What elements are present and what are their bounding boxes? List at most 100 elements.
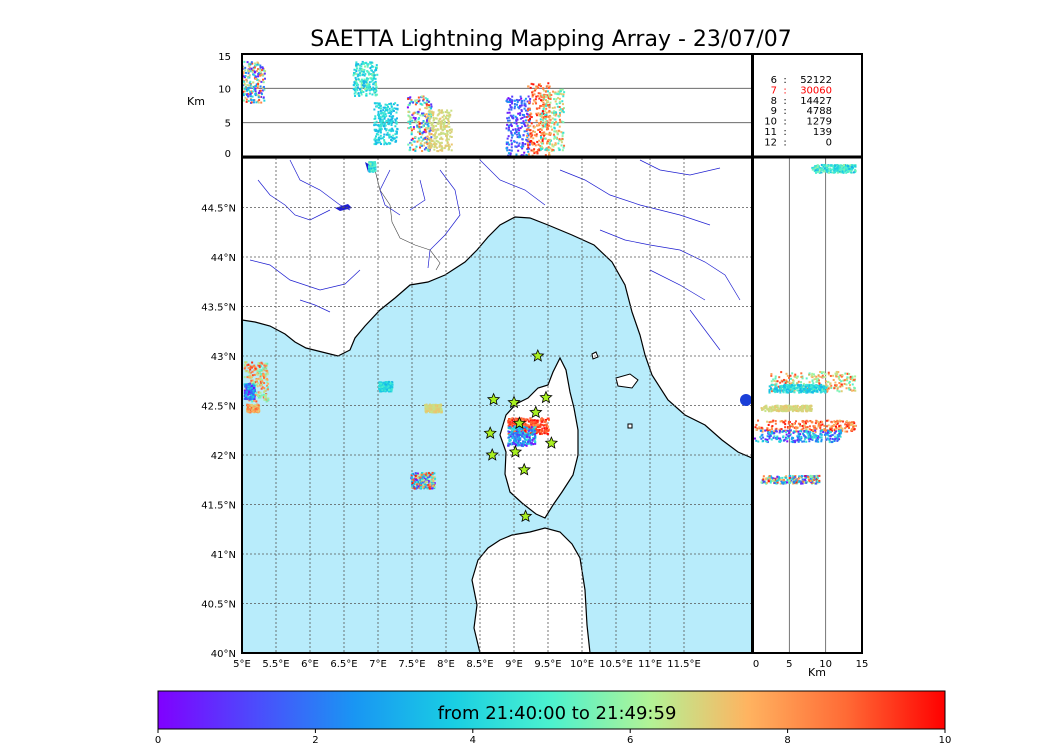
source-point: [430, 481, 433, 484]
right-panel-source-point: [802, 434, 805, 437]
altitude-source-point: [430, 110, 433, 113]
source-point: [511, 419, 514, 422]
altitude-source-point: [548, 106, 551, 109]
right-panel-source-point: [802, 387, 805, 390]
source-point: [259, 380, 262, 383]
right-panel-source-point: [787, 422, 790, 425]
altitude-source-point: [409, 118, 412, 121]
altitude-source-point: [430, 105, 433, 108]
altitude-source-point: [537, 143, 540, 146]
right-panel-source-point: [822, 371, 825, 374]
source-point: [261, 362, 264, 365]
altitude-source-point: [528, 101, 531, 104]
altitude-source-point: [408, 97, 411, 100]
source-point: [430, 480, 433, 483]
right-panel-source-point: [836, 434, 839, 437]
right-panel-source-point: [811, 372, 814, 375]
altitude-source-point: [532, 141, 535, 144]
altitude-source-point: [548, 151, 551, 154]
source-point: [258, 410, 261, 413]
right-panel-source-point: [844, 427, 847, 430]
altitude-source-point: [385, 106, 388, 109]
source-point: [534, 435, 537, 438]
right-panel-source-point: [833, 429, 836, 432]
altitude-source-point: [563, 91, 566, 94]
source-point: [258, 391, 261, 394]
altitude-source-point: [382, 112, 385, 115]
altitude-source-point: [416, 140, 419, 143]
altitude-source-point: [544, 132, 547, 135]
altitude-source-point: [558, 113, 561, 116]
altitude-source-point: [552, 90, 555, 93]
source-point: [371, 168, 374, 171]
altitude-source-point: [377, 129, 380, 132]
source-point: [265, 369, 268, 372]
source-point: [509, 431, 512, 434]
right-panel-source-point: [809, 408, 812, 411]
altitude-source-point: [260, 80, 263, 83]
source-point: [259, 391, 262, 394]
right-panel-source-point: [830, 428, 833, 431]
altitude-source-point: [422, 98, 425, 101]
source-point: [257, 362, 260, 365]
altitude-source-point: [547, 149, 550, 152]
right-panel-source-point: [787, 391, 790, 394]
source-point: [258, 370, 261, 373]
right-panel-source-point: [851, 429, 854, 432]
source-point: [258, 405, 261, 408]
right-panel-source-point: [770, 388, 773, 391]
altitude-source-point: [557, 142, 560, 145]
right-panel-source-point: [850, 422, 853, 425]
altitude-source-point: [517, 136, 520, 139]
altitude-source-point: [549, 101, 552, 104]
altitude-source-point: [519, 105, 522, 108]
altitude-source-point: [257, 68, 260, 71]
altitude-source-point: [514, 99, 517, 102]
altitude-source-point: [409, 122, 412, 125]
source-point: [246, 403, 249, 406]
source-point: [410, 474, 413, 477]
altitude-source-point: [561, 109, 564, 112]
right-panel-source-point: [848, 388, 851, 391]
altitude-source-point: [414, 117, 417, 120]
altitude-source-point: [264, 70, 267, 73]
right-panel-source-point: [785, 372, 788, 375]
source-point: [368, 170, 371, 173]
altitude-source-point: [385, 119, 388, 122]
source-point: [531, 428, 534, 431]
right-panel-source-point: [790, 479, 793, 482]
right-panel-source-point: [779, 381, 782, 384]
right-panel-source-point: [819, 370, 822, 373]
altitude-source-point: [428, 143, 431, 146]
right-panel-source-point: [808, 437, 811, 440]
right-panel-source-point: [799, 385, 802, 388]
altitude-source-point: [539, 115, 542, 118]
altitude-source-point: [545, 95, 548, 98]
source-point: [440, 407, 443, 410]
altitude-source-point: [432, 116, 435, 119]
altitude-source-point: [372, 72, 375, 75]
right-panel-source-point: [831, 437, 834, 440]
altitude-source-point: [506, 117, 509, 120]
source-point: [374, 163, 377, 166]
altitude-source-point: [379, 125, 382, 128]
altitude-source-point: [556, 123, 559, 126]
altitude-source-point: [526, 132, 529, 135]
altitude-source-point: [387, 120, 390, 123]
altitude-source-point: [548, 118, 551, 121]
altitude-source-point: [427, 122, 430, 125]
altitude-source-point: [392, 109, 395, 112]
right-panel-source-point: [760, 434, 763, 437]
right-panel-source-point: [811, 391, 814, 394]
altitude-source-point: [363, 84, 366, 87]
altitude-source-point: [395, 130, 398, 133]
altitude-source-point: [391, 139, 394, 142]
source-point: [263, 387, 266, 390]
altitude-source-point: [242, 66, 245, 69]
altitude-source-point: [425, 107, 428, 110]
right-panel-source-point: [784, 426, 787, 429]
altitude-source-point: [374, 140, 377, 143]
altitude-source-point: [543, 115, 546, 118]
altitude-source-point: [417, 110, 420, 113]
source-point: [254, 410, 257, 413]
